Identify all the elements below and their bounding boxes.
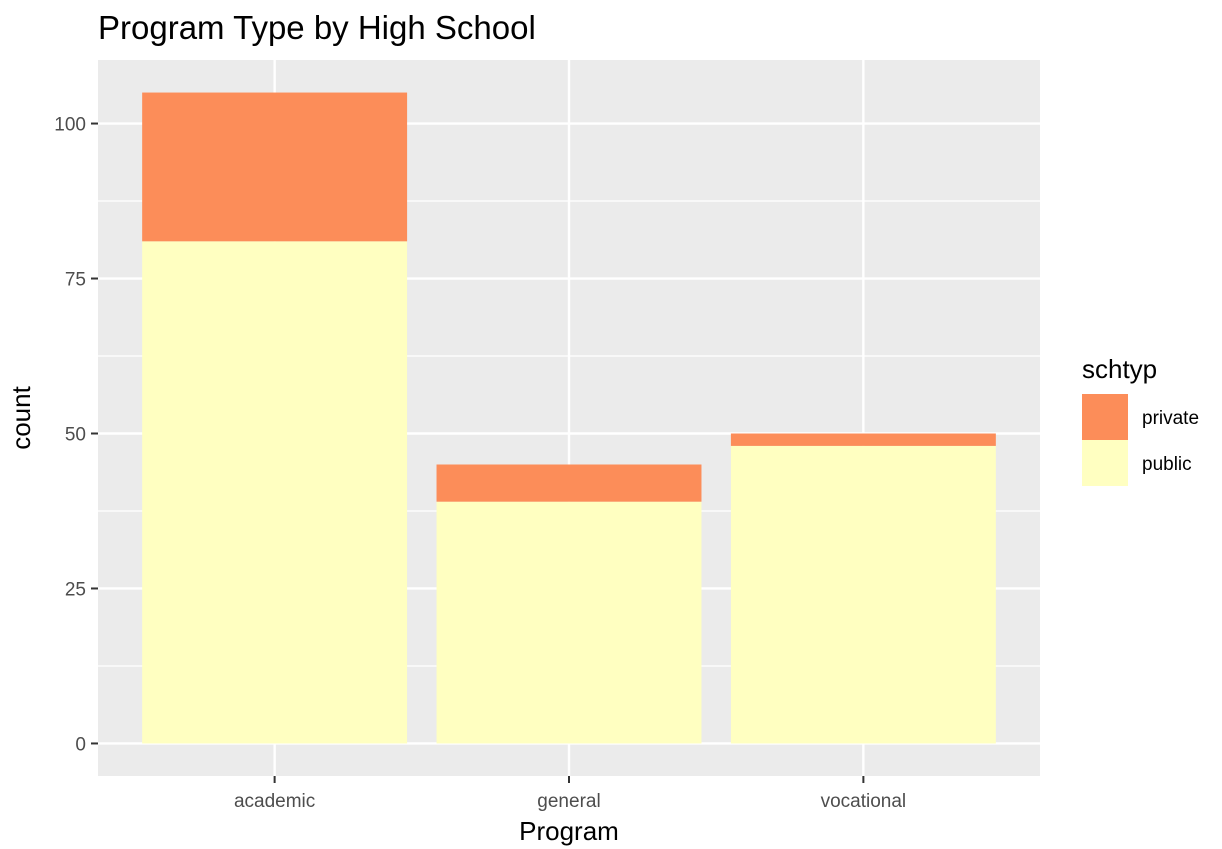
- y-axis: 0 25 50 75 100: [54, 115, 98, 755]
- bar-academic-public: [142, 241, 408, 744]
- bar-general-public: [436, 501, 702, 744]
- bar-general-private: [436, 464, 702, 502]
- y-tick-label: 50: [65, 424, 86, 445]
- x-tick-label: vocational: [821, 791, 907, 812]
- x-tick-label: general: [537, 791, 600, 812]
- y-axis-title: count: [6, 385, 36, 449]
- bars: [142, 92, 996, 744]
- legend-label-public: public: [1142, 454, 1192, 475]
- bar-vocational-public: [730, 445, 996, 744]
- bar-academic-private: [142, 92, 408, 242]
- x-axis: academic general vocational: [234, 776, 906, 812]
- legend-label-private: private: [1142, 408, 1199, 429]
- x-tick-label: academic: [234, 791, 315, 812]
- y-tick-label: 25: [65, 579, 86, 600]
- chart-title: Program Type by High School: [98, 9, 536, 46]
- legend-key-private: [1082, 394, 1128, 440]
- bar-vocational-private: [730, 433, 996, 446]
- y-tick-label: 100: [54, 115, 86, 136]
- legend: schtyp private public: [1082, 354, 1199, 486]
- y-tick-label: 75: [65, 270, 86, 291]
- legend-title: schtyp: [1082, 354, 1157, 384]
- legend-key-public: [1082, 440, 1128, 486]
- y-tick-label: 0: [75, 734, 86, 755]
- x-axis-title: Program: [519, 816, 619, 846]
